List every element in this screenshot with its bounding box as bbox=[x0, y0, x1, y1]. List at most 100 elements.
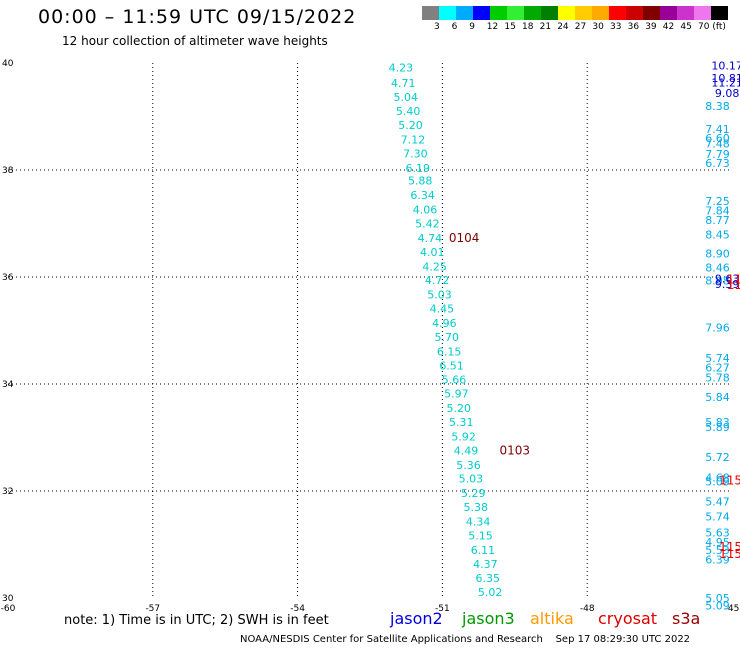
data-label-jason2: 10.81 bbox=[711, 72, 740, 85]
scale-swatch bbox=[660, 6, 677, 20]
scale-swatch bbox=[626, 6, 643, 20]
data-label-jason3: 5.72 bbox=[705, 451, 730, 464]
y-tick-label: 34 bbox=[2, 380, 14, 390]
data-label-jason3: 5.84 bbox=[705, 391, 730, 404]
scale-swatch bbox=[524, 6, 541, 20]
x-tick-label: -51 bbox=[435, 604, 450, 614]
data-label-s3a: 4.06 bbox=[413, 204, 438, 217]
data-label-cryosat: 1156 bbox=[719, 473, 740, 487]
data-label-s3a: 6.35 bbox=[476, 572, 501, 585]
scale-label: 45 bbox=[680, 22, 692, 32]
chart-title: 00:00 – 11:59 UTC 09/15/2022 bbox=[38, 6, 357, 28]
data-label-jason2: 9.08 bbox=[715, 87, 740, 100]
y-tick-label: 40 bbox=[2, 59, 14, 69]
data-label-jason3: 5.74 bbox=[705, 352, 730, 365]
data-label-jason3: 5.78 bbox=[705, 372, 730, 385]
scale-swatch bbox=[575, 6, 592, 20]
data-label-jason3: 7.25 bbox=[705, 195, 730, 208]
scale-label: 18 bbox=[522, 22, 534, 32]
scale-label: 21 bbox=[539, 22, 552, 32]
color-scale-labels: 3 6 9 12 15 18 21 24 27 30 33 36 39 42 45 70 (ft) bbox=[422, 22, 740, 34]
scale-swatch bbox=[677, 6, 694, 20]
data-label-cryosat: 1157 bbox=[719, 547, 740, 561]
data-label-cryosat: 11 bbox=[727, 273, 740, 287]
data-label-jason3: 7.96 bbox=[705, 321, 730, 334]
data-label-s3a: 4.37 bbox=[473, 558, 498, 571]
scale-swatch bbox=[490, 6, 507, 20]
y-tick-label: 38 bbox=[2, 166, 14, 176]
units-note: note: 1) Time is in UTC; 2) SWH is in fe… bbox=[64, 613, 329, 628]
data-label-jason2: 11.21 bbox=[711, 76, 740, 89]
scale-label: 42 bbox=[662, 22, 675, 32]
data-label-s3a: 5.97 bbox=[444, 388, 469, 401]
data-label-jason3: 7.79 bbox=[705, 148, 730, 161]
data-label-s3a: 4.49 bbox=[454, 444, 479, 457]
data-label-jason3: 6.60 bbox=[705, 132, 730, 145]
scale-swatch bbox=[541, 6, 558, 20]
data-label-jason3: 6.27 bbox=[705, 361, 730, 374]
data-label-s3a: 6.34 bbox=[410, 189, 435, 202]
data-label-s3a: 5.03 bbox=[459, 473, 484, 486]
data-label-s3a: 5.70 bbox=[434, 331, 459, 344]
scale-label: 70 (ft) bbox=[698, 22, 726, 32]
data-label-s3a: 7.12 bbox=[401, 134, 426, 147]
x-tick-label: -54 bbox=[290, 604, 305, 614]
data-label-s3a: 6.19 bbox=[406, 162, 431, 175]
data-label-cryosat: 11 bbox=[727, 278, 740, 292]
x-tick-label: -48 bbox=[580, 604, 595, 614]
scale-swatch bbox=[507, 6, 524, 20]
data-label-jason3: 5.63 bbox=[705, 527, 730, 540]
data-label-s3a: 5.03 bbox=[427, 289, 452, 302]
data-label-jason3: 8.90 bbox=[705, 247, 730, 260]
footer-credit: NOAA/NESDIS Center for Satellite Applica… bbox=[240, 634, 691, 645]
data-label-s3a: 5.29 bbox=[461, 487, 486, 500]
scale-swatch bbox=[711, 6, 728, 20]
data-label-jason3: 6.39 bbox=[705, 553, 730, 566]
data-label-s3a: 5.04 bbox=[393, 91, 418, 104]
data-label-jason3: 8.46 bbox=[705, 261, 730, 274]
scale-swatch bbox=[643, 6, 660, 20]
y-tick-label: 36 bbox=[2, 273, 14, 283]
scale-swatch bbox=[439, 6, 456, 20]
data-label-jason3: 5.47 bbox=[705, 496, 730, 509]
scale-label: 30 bbox=[592, 22, 604, 32]
y-tick-label: 32 bbox=[2, 487, 13, 497]
scale-label: 36 bbox=[627, 22, 640, 32]
data-label-s3a: 5.40 bbox=[396, 105, 421, 118]
color-scale-bar bbox=[422, 6, 728, 20]
scale-swatch bbox=[422, 6, 439, 20]
data-label-jason3: 8.08 bbox=[705, 275, 730, 288]
legend-jason3: jason3 bbox=[462, 609, 515, 628]
legend-altika: altika bbox=[530, 609, 574, 628]
data-label-s3a: 5.20 bbox=[447, 402, 472, 415]
scale-label: 24 bbox=[557, 22, 569, 32]
data-label-s3a: 5.42 bbox=[415, 218, 440, 231]
data-label-pass-time: 0104 bbox=[449, 231, 480, 245]
data-label-jason3: 4.68 bbox=[705, 472, 730, 485]
data-label-s3a: 5.15 bbox=[468, 529, 493, 542]
x-tick-label: -57 bbox=[145, 604, 160, 614]
scale-label: 3 bbox=[434, 22, 440, 32]
data-label-s3a: 4.45 bbox=[430, 303, 455, 316]
data-label-s3a: 6.51 bbox=[439, 359, 464, 372]
data-label-jason3: 8.45 bbox=[705, 229, 730, 242]
scale-label: 6 bbox=[451, 22, 458, 32]
data-label-pass-time: 0103 bbox=[500, 443, 531, 457]
y-tick-label: 30 bbox=[2, 594, 14, 604]
data-label-s3a: 6.11 bbox=[471, 544, 496, 557]
x-tick-label: -45 bbox=[725, 604, 740, 614]
data-label-s3a: 4.74 bbox=[418, 232, 443, 245]
scale-label: 15 bbox=[504, 22, 516, 32]
data-label-jason3: 7.84 bbox=[705, 205, 730, 218]
data-label-s3a: 4.34 bbox=[466, 515, 491, 528]
scale-swatch bbox=[609, 6, 626, 20]
data-label-jason2: 9.63 bbox=[715, 273, 740, 286]
data-label-s3a: 6.15 bbox=[437, 345, 462, 358]
data-label-jason3: 7.48 bbox=[705, 137, 730, 150]
data-label-s3a: 5.88 bbox=[408, 175, 433, 188]
data-label-s3a: 7.30 bbox=[403, 147, 428, 160]
data-label-s3a: 5.20 bbox=[398, 119, 423, 132]
data-label-jason3: 5.74 bbox=[705, 511, 730, 524]
data-label-s3a: 4.72 bbox=[425, 274, 450, 287]
